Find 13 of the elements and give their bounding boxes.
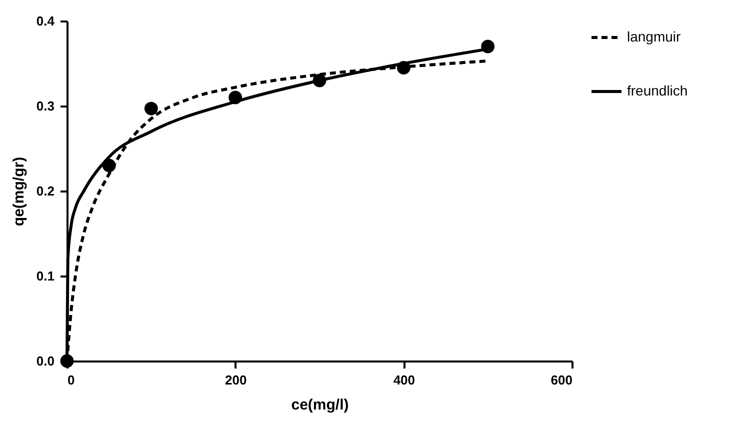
legend-label: freundlich — [627, 82, 688, 98]
y-tick-label: 0.0 — [36, 354, 54, 368]
x-tick-label: 600 — [550, 372, 572, 388]
y-tick-label: 0.1 — [36, 268, 54, 284]
x-tick-label: 200 — [224, 372, 247, 388]
x-axis-title: ce(mg/l) — [291, 396, 349, 414]
y-axis-title: qe(mg/gr) — [10, 156, 28, 226]
x-tick-label: 0 — [68, 372, 75, 388]
y-tick-label: 0.2 — [36, 184, 54, 198]
legend-label: langmuir — [627, 28, 682, 44]
x-tick-label: 400 — [393, 372, 416, 388]
y-tick-label: 0.3 — [36, 98, 54, 114]
y-tick-label: 0.4 — [36, 14, 56, 28]
